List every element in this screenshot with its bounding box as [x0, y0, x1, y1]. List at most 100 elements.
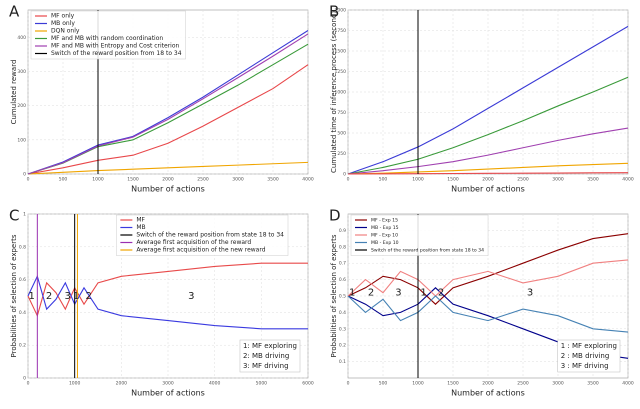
- y-tick-label: 0: [343, 172, 346, 178]
- y-tick-label: 1000: [335, 90, 347, 96]
- annotation: 2: [85, 291, 91, 302]
- legend-label: MF: [136, 217, 145, 224]
- y-tick-label: 1250: [335, 69, 347, 75]
- note: 1: MF exploring: [243, 342, 297, 350]
- x-axis-title: Number of actions: [131, 185, 205, 194]
- y-tick-label: 0.7: [339, 261, 346, 267]
- note: 2: MB driving: [243, 352, 289, 360]
- y-tick-label: 0: [23, 172, 26, 178]
- y-tick-label: 1750: [335, 28, 347, 34]
- legend-label: MF and MB with Entropy and Cost criterio…: [51, 43, 180, 50]
- annotation: 2: [46, 291, 52, 302]
- legend-label: MF and MB with random coordination: [51, 35, 163, 42]
- x-tick-label: 1000: [92, 177, 104, 183]
- x-tick-label: 5000: [256, 381, 268, 387]
- legend-label: Average first acquisition of the new rew…: [136, 247, 265, 254]
- note: 1 : MF exploring: [561, 342, 617, 350]
- note: 2 : MB driving: [561, 352, 610, 360]
- x-tick-label: 6000: [302, 381, 314, 387]
- series-line: [27, 30, 309, 175]
- x-tick-label: 2000: [162, 177, 174, 183]
- series-line: [347, 172, 629, 175]
- y-tick-label: 0.4: [19, 310, 26, 316]
- legend-label: MF - Exp 15: [371, 218, 398, 224]
- legend-label: MF only: [51, 13, 75, 20]
- series-line: [27, 64, 309, 175]
- y-tick-label: 0.1: [339, 359, 346, 365]
- x-tick-label: 3000: [232, 177, 244, 183]
- x-tick-label: 2500: [517, 381, 529, 387]
- notes-box: [557, 339, 621, 373]
- x-tick-label: 1500: [447, 177, 459, 183]
- x-tick-label: 0: [347, 381, 350, 387]
- y-tick-label: 1: [23, 212, 26, 218]
- series-line: [347, 259, 629, 297]
- legend-label: MB: [136, 224, 145, 231]
- legend-label: Switch of the reward position from state…: [136, 232, 284, 239]
- panel: 0 500 1000 1500 2000 2500 3000 3500 4000 0.1 0.2 0.…: [329, 207, 634, 398]
- y-tick-label: 2000: [335, 8, 347, 14]
- note: 3 : MF driving: [561, 362, 609, 370]
- x-tick-label: 2500: [197, 177, 209, 183]
- x-axis-title: Number of actions: [131, 389, 205, 398]
- annotation: 1: [73, 291, 79, 302]
- x-tick-label: 2000: [482, 381, 494, 387]
- series-line: [27, 274, 308, 330]
- y-axis-title: Probabilities of selection of experts: [10, 234, 18, 357]
- notes: 1 : MF exploring 2 : MB driving 3 : MF dri…: [557, 339, 621, 373]
- x-tick-label: 4000: [209, 381, 221, 387]
- legend-label: DQN only: [51, 28, 80, 35]
- x-tick-label: 2000: [116, 381, 128, 387]
- annotation: 3: [395, 288, 401, 299]
- y-tick-label: 0.9: [339, 228, 346, 234]
- y-tick-label: 300: [17, 69, 26, 75]
- y-tick-label: 0.6: [339, 277, 346, 283]
- y-tick-label: 500: [337, 131, 346, 137]
- series-line: [347, 25, 629, 175]
- y-tick-label: 0.6: [19, 277, 26, 283]
- y-tick-label: 0.5: [339, 294, 346, 300]
- annotation: 3: [188, 291, 194, 302]
- series-line: [27, 161, 309, 175]
- notes: 1: MF exploring 2: MB driving 3: MF drivin…: [239, 339, 301, 373]
- y-axis-title: Cumulated reward: [10, 60, 18, 125]
- x-tick-label: 2500: [517, 177, 529, 183]
- y-tick-label: 0: [23, 376, 26, 382]
- x-tick-label: 500: [59, 177, 68, 183]
- legend-label: MF - Exp 10: [371, 233, 398, 239]
- x-tick-label: 3000: [552, 381, 564, 387]
- y-tick-label: 0.8: [19, 244, 26, 250]
- legend-label: Average first acquisition of the reward: [136, 239, 251, 246]
- legend-label: MB - Exp 15: [371, 225, 399, 231]
- series-line: [347, 76, 629, 175]
- legend-box: [30, 10, 186, 60]
- x-tick-label: 3000: [162, 381, 174, 387]
- x-axis-title: Number of actions: [451, 185, 525, 194]
- x-tick-label: 3500: [587, 381, 599, 387]
- y-tick-label: 200: [17, 103, 26, 109]
- notes-box: [239, 339, 301, 373]
- legend-box: [116, 214, 289, 256]
- x-tick-label: 3000: [552, 177, 564, 183]
- x-tick-label: 2000: [482, 177, 494, 183]
- x-tick-label: 500: [379, 381, 388, 387]
- annotation: 1: [420, 288, 426, 299]
- x-tick-label: 500: [379, 177, 388, 183]
- x-tick-label: 1000: [412, 177, 424, 183]
- x-tick-label: 4000: [622, 381, 634, 387]
- x-tick-label: 3500: [267, 177, 279, 183]
- note: 3: MF driving: [243, 362, 289, 370]
- x-tick-label: 1000: [69, 381, 81, 387]
- legend-label: Switch of the reward position from state…: [371, 248, 484, 254]
- legend-box: [350, 214, 489, 256]
- panel: 0 1000 2000 3000 4000 5000 600000.20.40.60.81C…: [9, 207, 314, 398]
- legend-label: MB only: [51, 20, 75, 27]
- x-tick-label: 3500: [587, 177, 599, 183]
- y-tick-label: 0.2: [339, 343, 346, 349]
- panel-label: B: [329, 3, 339, 21]
- x-tick-label: 0: [27, 381, 30, 387]
- legend-label: Switch of the reward position from 18 to…: [51, 50, 182, 57]
